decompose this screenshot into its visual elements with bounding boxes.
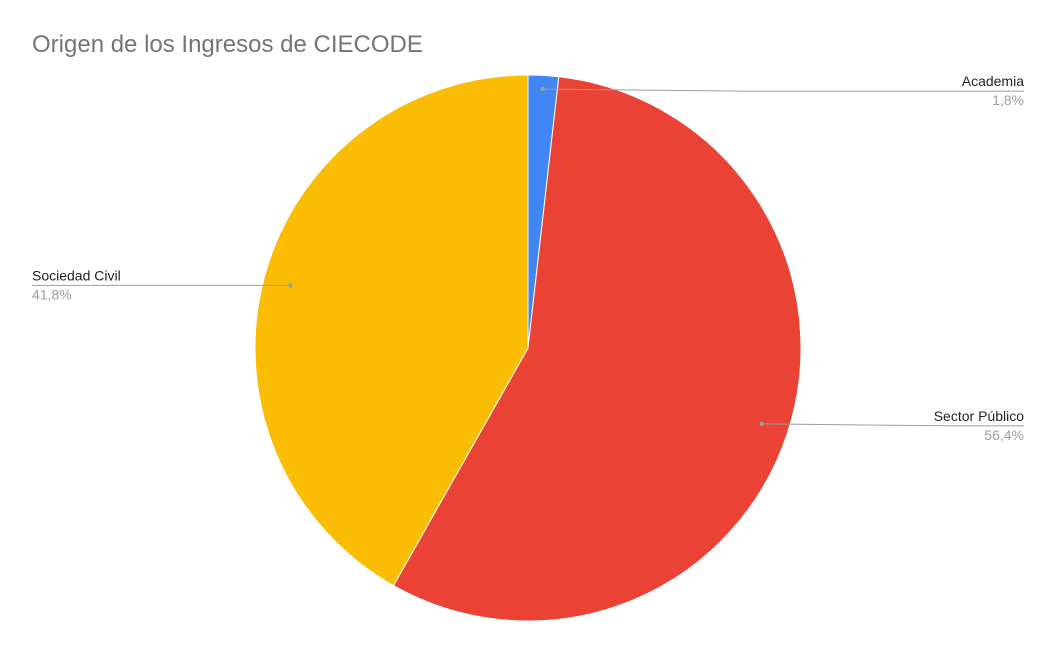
slice-label-sector-publico: Sector Público [934,408,1024,424]
pie-slices [254,74,802,622]
leader-line-sector-publico [761,423,1024,427]
slice-labels: Academia 1,8% Sector Público 56,4% Sociedad … [32,73,1024,443]
chart-title: Origen de los Ingresos de CIECODE [32,31,423,58]
slice-value-sociedad-civil: 41,8% [32,286,72,302]
slice-label-sociedad-civil: Sociedad Civil [32,267,121,283]
leader-line-academia [542,88,1024,92]
pie-slice-sociedad-civil [254,74,529,587]
slice-label-academia: Academia [962,73,1024,89]
pie-slice-sector-publico [392,76,802,622]
slice-value-sector-publico: 56,4% [984,427,1024,443]
slice-value-academia: 1,8% [992,92,1024,108]
